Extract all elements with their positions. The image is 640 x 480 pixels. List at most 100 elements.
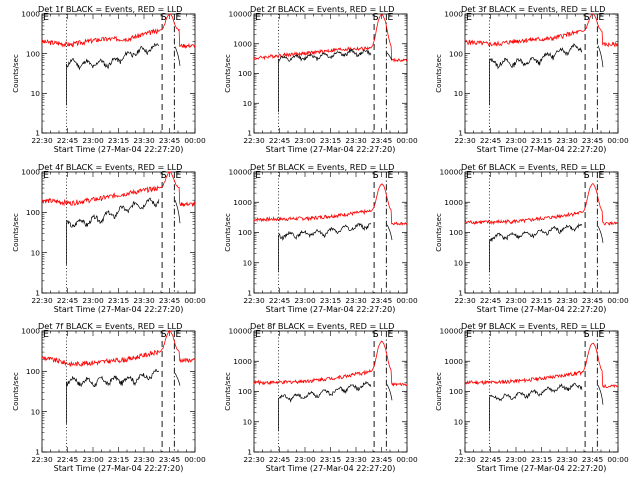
y-tick-label: 1000 <box>21 168 40 177</box>
end-marker-label: E <box>387 329 393 340</box>
plot-frame <box>41 330 196 453</box>
x-axis-label: Start Time (27-Mar-04 22:27:20) <box>54 145 184 154</box>
panel-7: Det 7f BLACK = Events, RED = LLD 1 10 100 10… <box>12 321 206 473</box>
x-axis-label: Start Time (27-Mar-04 22:27:20) <box>54 464 184 473</box>
y-tick-label: 1 <box>35 129 40 138</box>
x-tick-label: 23:45 <box>371 455 393 464</box>
x-tick-label: 23:15 <box>320 455 342 464</box>
y-tick-label: 10000 <box>439 168 463 177</box>
y-tick-label: 100 <box>26 208 40 217</box>
chart-title: Det 5f BLACK = Events, RED = LLD <box>250 162 394 172</box>
events-series-line <box>597 226 604 243</box>
x-tick-label: 23:15 <box>531 455 553 464</box>
x-tick-label: 23:30 <box>556 455 578 464</box>
panel-2: Det 2f BLACK = Events, RED = LLD 1 10 100 10… <box>224 4 418 154</box>
plot-frame <box>41 13 196 134</box>
chart-title: Det 1f BLACK = Events, RED = LLD <box>38 4 182 14</box>
chart-title: Det 2f BLACK = Events, RED = LLD <box>250 4 394 14</box>
y-tick-label: 1 <box>458 448 463 457</box>
x-tick-label: 23:15 <box>320 136 342 145</box>
y-tick-label: 10 <box>454 89 464 98</box>
x-axis-label: Start Time (27-Mar-04 22:27:20) <box>54 305 184 314</box>
chart-title: Det 3f BLACK = Events, RED = LLD <box>461 4 605 14</box>
x-tick-label: 22:30 <box>31 136 53 145</box>
y-tick-label: 100 <box>449 228 463 237</box>
y-tick-label: 100 <box>449 49 463 58</box>
x-tick-label: 22:30 <box>454 296 476 305</box>
y-axis-label: Counts/sec <box>435 54 443 93</box>
x-tick-label: 23:30 <box>133 296 155 305</box>
y-tick-label: 10 <box>31 407 41 416</box>
y-tick-label: 1 <box>247 448 252 457</box>
events-series-line <box>386 384 393 401</box>
y-axis-label: Counts/sec <box>435 213 443 252</box>
end-marker-label: E <box>387 12 393 23</box>
x-tick-label: 23:15 <box>108 296 130 305</box>
x-tick-label: 23:45 <box>371 296 393 305</box>
events-series-line <box>66 197 160 265</box>
x-axis-label: Start Time (27-Mar-04 22:27:20) <box>477 145 607 154</box>
end-marker-label: E <box>598 329 604 340</box>
corner-marker-label: E <box>466 12 472 23</box>
x-axis-label: Start Time (27-Mar-04 22:27:20) <box>266 464 396 473</box>
chart-title: Det 6f BLACK = Events, RED = LLD <box>461 162 605 172</box>
end-marker-label: E <box>598 12 604 23</box>
chart-title: Det 7f BLACK = Events, RED = LLD <box>38 321 182 331</box>
plot-frame <box>464 171 619 294</box>
y-tick-label: 10 <box>31 89 41 98</box>
y-tick-label: 1000 <box>444 198 463 207</box>
x-tick-label: 00:00 <box>396 455 418 464</box>
y-tick-label: 100 <box>26 367 40 376</box>
x-axis-label: Start Time (27-Mar-04 22:27:20) <box>477 464 607 473</box>
x-tick-label: 23:00 <box>294 136 316 145</box>
x-tick-label: 22:45 <box>57 136 79 145</box>
corner-marker-label: E <box>466 170 472 181</box>
events-series-line <box>386 52 393 61</box>
y-tick-label: 1000 <box>444 10 463 19</box>
panel-1: Det 1f BLACK = Events, RED = LLD 1 10 100 10… <box>12 4 206 154</box>
y-tick-label: 1 <box>35 289 40 298</box>
panel-8: Det 8f BLACK = Events, RED = LLD 1 10 100 10… <box>224 321 418 473</box>
plot-frame <box>41 171 196 294</box>
plot-frame <box>464 13 619 134</box>
y-tick-label: 1 <box>35 448 40 457</box>
x-tick-label: 23:30 <box>345 296 367 305</box>
x-tick-label: 22:30 <box>454 455 476 464</box>
x-tick-label: 23:45 <box>582 455 604 464</box>
y-tick-label: 10 <box>243 99 253 108</box>
x-tick-label: 22:45 <box>480 136 502 145</box>
y-axis-label: Counts/sec <box>435 372 443 411</box>
x-tick-label: 22:45 <box>269 136 291 145</box>
y-tick-label: 10 <box>31 248 41 257</box>
lld-series-line <box>253 340 408 387</box>
x-tick-label: 00:00 <box>607 296 629 305</box>
x-tick-label: 22:45 <box>269 455 291 464</box>
chart-title: Det 8f BLACK = Events, RED = LLD <box>250 321 394 331</box>
y-tick-label: 1000 <box>233 39 252 48</box>
start-marker-label: S <box>584 329 590 340</box>
x-tick-label: 00:00 <box>184 455 206 464</box>
x-tick-label: 23:15 <box>108 455 130 464</box>
lld-series-line <box>41 171 196 208</box>
x-tick-label: 22:45 <box>269 296 291 305</box>
lld-series-line <box>253 14 408 63</box>
events-series-line <box>597 385 604 405</box>
events-series-line <box>597 45 604 68</box>
start-marker-label: S <box>161 329 167 340</box>
x-axis-label: Start Time (27-Mar-04 22:27:20) <box>266 145 396 154</box>
y-axis-label: Counts/sec <box>224 372 232 411</box>
y-tick-label: 1000 <box>21 327 40 336</box>
x-tick-label: 22:30 <box>31 455 53 464</box>
start-marker-label: S <box>584 170 590 181</box>
x-tick-label: 23:00 <box>82 296 104 305</box>
lld-series-line <box>464 183 619 226</box>
y-tick-label: 1000 <box>21 10 40 19</box>
x-tick-label: 00:00 <box>396 296 418 305</box>
events-series-line <box>278 48 372 113</box>
end-marker-label: E <box>175 329 181 340</box>
x-tick-label: 23:15 <box>531 296 553 305</box>
x-tick-label: 00:00 <box>607 136 629 145</box>
y-tick-label: 10000 <box>228 327 252 336</box>
plot-frame <box>253 13 408 134</box>
start-marker-label: S <box>373 12 379 23</box>
